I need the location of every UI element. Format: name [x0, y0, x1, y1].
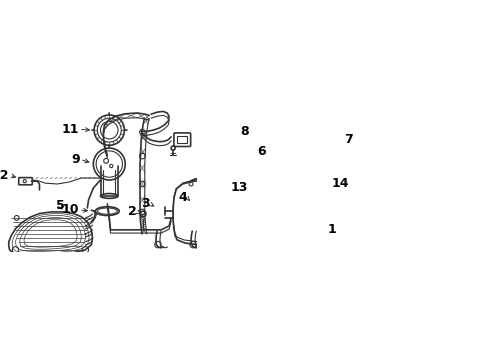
Text: 4: 4 — [178, 192, 187, 204]
Text: 12: 12 — [0, 169, 10, 182]
Text: 7: 7 — [343, 133, 352, 146]
Text: 9: 9 — [71, 153, 80, 166]
Polygon shape — [173, 180, 250, 245]
Bar — [177, 136, 187, 143]
FancyBboxPatch shape — [174, 133, 190, 147]
Text: 2: 2 — [128, 206, 137, 219]
Text: 13: 13 — [230, 181, 248, 194]
Text: 3: 3 — [141, 197, 150, 211]
Text: 6: 6 — [257, 145, 266, 158]
Text: 1: 1 — [327, 223, 336, 237]
Text: 11: 11 — [61, 123, 79, 136]
Polygon shape — [9, 212, 92, 255]
Text: 10: 10 — [61, 203, 79, 216]
Text: 5: 5 — [56, 199, 65, 212]
FancyBboxPatch shape — [19, 177, 32, 185]
Text: 14: 14 — [331, 177, 348, 190]
Text: 8: 8 — [240, 125, 248, 138]
